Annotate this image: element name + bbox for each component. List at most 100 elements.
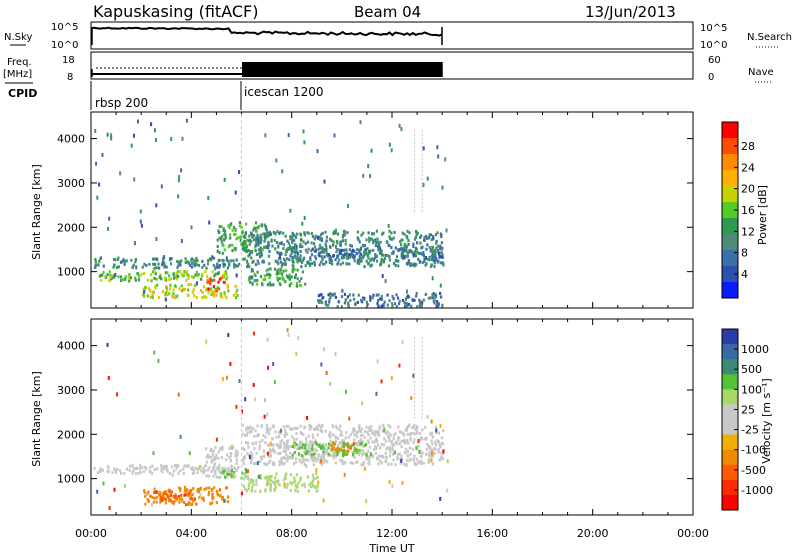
- data-cell: [164, 291, 168, 295]
- data-cell-sparse: [390, 148, 393, 153]
- data-cell: [156, 283, 159, 287]
- data-cell: [299, 424, 302, 428]
- data-cell: [295, 281, 299, 285]
- data-cell: [379, 459, 382, 463]
- data-cell: [306, 250, 309, 254]
- data-cell-sparse: [439, 424, 442, 428]
- data-cell: [266, 428, 269, 432]
- data-cell: [224, 236, 227, 240]
- data-cell: [267, 460, 271, 464]
- data-cell: [292, 246, 295, 250]
- data-cell: [333, 456, 336, 460]
- data-cell: [262, 259, 265, 263]
- data-cell-sparse: [214, 266, 217, 271]
- data-cell: [362, 254, 365, 258]
- data-cell: [399, 461, 402, 465]
- data-cell: [267, 481, 270, 485]
- data-cell: [373, 430, 376, 434]
- data-cell: [403, 301, 406, 305]
- data-cell: [248, 238, 251, 242]
- data-cell: [335, 426, 338, 430]
- data-cell: [129, 276, 132, 280]
- data-cell: [271, 443, 274, 447]
- data-cell-sparse: [376, 359, 379, 364]
- data-cell: [185, 464, 188, 468]
- data-cell: [145, 467, 148, 471]
- data-cell: [187, 492, 190, 496]
- data-cell: [165, 293, 168, 297]
- data-cell: [219, 475, 222, 479]
- data-cell: [430, 263, 433, 267]
- data-cell: [209, 287, 213, 291]
- data-cell: [321, 301, 324, 305]
- data-cell: [147, 499, 150, 503]
- data-cell: [279, 440, 282, 444]
- data-cell: [266, 462, 269, 466]
- data-cell: [269, 267, 272, 271]
- data-cell: [229, 259, 232, 263]
- data-cell-sparse: [143, 290, 145, 294]
- data-cell: [212, 285, 215, 289]
- data-cell: [313, 485, 316, 489]
- data-cell: [161, 260, 164, 264]
- data-cell: [194, 283, 197, 287]
- data-cell: [172, 292, 175, 296]
- data-cell: [192, 499, 195, 503]
- data-cell: [245, 247, 248, 251]
- data-cell-sparse: [119, 171, 122, 176]
- data-cell-sparse: [208, 220, 211, 225]
- data-cell-sparse: [301, 221, 304, 226]
- data-cell: [340, 449, 343, 452]
- data-cell: [250, 233, 253, 236]
- data-cell: [96, 471, 99, 475]
- data-cell: [264, 441, 267, 445]
- data-cell: [154, 490, 157, 494]
- data-cell: [125, 259, 128, 263]
- data-cell: [172, 502, 175, 506]
- data-cell: [292, 480, 295, 484]
- data-cell: [408, 459, 411, 463]
- nsky-panel: N.Sky 10^5 10^0 10^5 10^0 N.Search: [4, 21, 792, 51]
- data-cell: [205, 474, 208, 478]
- data-cell: [412, 242, 415, 246]
- data-cell: [294, 235, 297, 239]
- data-cell: [184, 485, 187, 489]
- data-cell: [383, 300, 386, 304]
- data-cell: [371, 432, 374, 436]
- data-cell: [428, 258, 431, 262]
- data-cell: [382, 303, 385, 307]
- data-cell: [274, 450, 277, 454]
- data-cell: [254, 227, 257, 230]
- data-cell: [307, 444, 310, 448]
- data-cell: [340, 248, 343, 252]
- data-cell: [291, 231, 294, 235]
- data-cell: [268, 432, 271, 436]
- data-cell: [286, 275, 290, 279]
- data-cell: [233, 466, 236, 470]
- data-cell: [228, 446, 231, 450]
- data-cell: [250, 451, 253, 455]
- data-cell: [308, 427, 311, 431]
- data-cell: [404, 447, 408, 451]
- data-cell-sparse: [278, 253, 281, 258]
- data-cell: [232, 445, 235, 449]
- colorbar-swatch: [722, 344, 738, 360]
- data-cell: [165, 265, 168, 269]
- data-cell: [202, 285, 206, 289]
- data-cell: [321, 249, 324, 253]
- data-cell: [323, 452, 326, 456]
- data-cell-sparse: [369, 174, 372, 178]
- data-cell: [405, 428, 409, 432]
- data-cell: [164, 276, 167, 280]
- data-cell: [251, 260, 254, 264]
- data-cell: [304, 485, 307, 489]
- data-cell: [194, 273, 197, 277]
- data-cell: [314, 257, 318, 261]
- data-cell: [324, 302, 327, 305]
- data-cell: [420, 461, 423, 465]
- data-cell: [134, 472, 138, 476]
- data-cell: [381, 423, 385, 427]
- data-cell: [339, 244, 342, 247]
- data-cell: [382, 425, 385, 429]
